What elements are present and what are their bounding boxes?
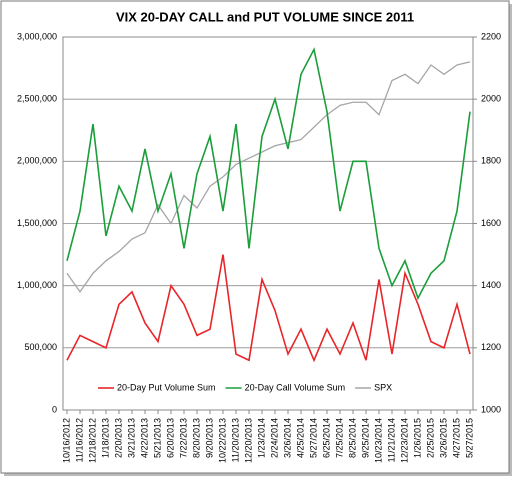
x-tick-label: 4/22/2013	[139, 418, 149, 458]
series-line	[66, 47, 471, 301]
x-tick-label: 12/20/2013	[243, 418, 253, 463]
x-tick-label: 6/25/2014	[321, 418, 331, 458]
y2-tick-label: 1200	[481, 342, 501, 352]
x-tick-label: 5/21/2013	[152, 418, 162, 458]
y2-tick-label: 1000	[481, 404, 501, 414]
x-tick-label: 12/18/2012	[87, 418, 97, 463]
x-tick-label: 2/20/2013	[113, 418, 123, 458]
x-tick-label: 12/23/2014	[399, 418, 409, 463]
legend-label: 20-Day Put Volume Sum	[117, 382, 216, 392]
x-tick-label: 7/22/2013	[178, 418, 188, 458]
x-tick-label: 8/25/2014	[347, 418, 357, 458]
chart-title: VIX 20-DAY CALL and PUT VOLUME SINCE 201…	[116, 9, 414, 24]
x-tick-label: 6/20/2013	[165, 418, 175, 458]
y2-tick-label: 1800	[481, 156, 501, 166]
x-tick-label: 1/26/2015	[412, 418, 422, 458]
y-tick-label: 2,500,000	[17, 94, 57, 104]
x-tick-label: 11/16/2012	[74, 418, 84, 462]
x-tick-label: 5/27/2014	[308, 418, 318, 458]
x-tick-label: 8/20/2013	[191, 418, 201, 458]
x-tick-label: 7/25/2014	[334, 418, 344, 458]
x-tick-label: 3/26/2014	[282, 418, 292, 458]
x-tick-label: 11/21/2014	[386, 418, 396, 462]
y2-tick-label: 1400	[481, 280, 501, 290]
x-tick-label: 2/24/2014	[269, 418, 279, 458]
y-tick-label: 3,000,000	[17, 31, 57, 41]
x-tick-label: 10/23/2014	[373, 418, 383, 463]
y2-tick-label: 1600	[481, 218, 501, 228]
legend-label: SPX	[374, 382, 392, 392]
x-tick-label: 3/26/2015	[438, 418, 448, 458]
x-tick-label: 3/21/2013	[126, 418, 136, 458]
series-line	[66, 254, 471, 363]
x-tick-label: 9/20/2013	[204, 418, 214, 458]
x-tick-label: 9/25/2014	[360, 418, 370, 458]
x-tick-label: 10/22/2013	[217, 418, 227, 463]
y-tick-label: 1,500,000	[17, 218, 57, 228]
chart-frame	[0, 0, 510, 474]
x-tick-label: 10/16/2012	[61, 418, 71, 463]
x-tick-label: 5/27/2015	[464, 418, 474, 458]
x-tick-label: 2/25/2015	[425, 418, 435, 458]
series-line	[66, 61, 471, 294]
y-tick-label: 2,000,000	[17, 156, 57, 166]
x-tick-label: 4/25/2014	[295, 418, 305, 458]
y-tick-label: 1,000,000	[17, 280, 57, 290]
x-tick-label: 4/27/2015	[451, 418, 461, 458]
x-tick-label: 11/20/2013	[230, 418, 240, 462]
x-tick-label: 1/23/2014	[256, 418, 266, 458]
y2-tick-label: 2200	[481, 31, 501, 41]
y2-tick-label: 2000	[481, 94, 501, 104]
x-tick-label: 1/18/2013	[100, 418, 110, 458]
y-tick-label: 0	[52, 404, 57, 414]
legend-label: 20-Day Call Volume Sum	[245, 382, 346, 392]
y-tick-label: 500,000	[24, 342, 57, 352]
